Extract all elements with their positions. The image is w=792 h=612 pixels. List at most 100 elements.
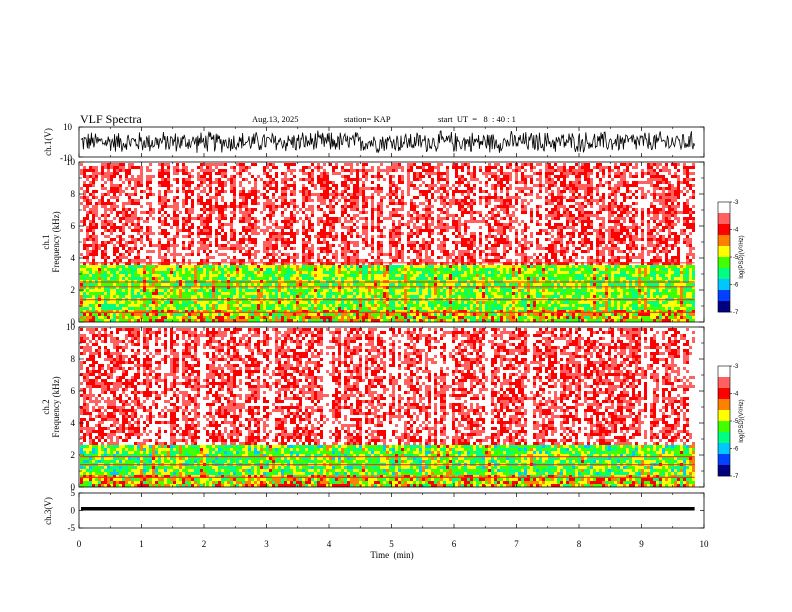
psd-cell	[89, 211, 92, 214]
psd-cell	[137, 211, 140, 214]
psd-cell	[287, 292, 290, 295]
psd-cell	[224, 268, 227, 271]
psd-cell	[134, 310, 137, 313]
psd-cell	[311, 295, 314, 298]
psd-cell	[254, 256, 257, 259]
psd-cell	[131, 250, 134, 253]
psd-cell	[92, 169, 95, 172]
psd-cell	[299, 211, 302, 214]
psd-cell	[209, 274, 212, 277]
psd-cell	[266, 250, 269, 253]
psd-cell	[131, 193, 134, 196]
psd-cell	[113, 271, 116, 274]
psd-cell	[281, 193, 284, 196]
psd-cell	[278, 235, 281, 238]
psd-cell	[239, 202, 242, 205]
psd-cell	[308, 244, 311, 247]
psd-cell	[149, 184, 152, 187]
psd-cell	[311, 274, 314, 277]
psd-cell	[167, 226, 170, 229]
psd-cell	[326, 169, 329, 172]
psd-cell	[191, 256, 194, 259]
psd-cell	[266, 229, 269, 232]
psd-cell	[242, 187, 245, 190]
psd-cell	[284, 229, 287, 232]
psd-cell	[275, 277, 278, 280]
psd-cell	[281, 232, 284, 235]
psd-cell	[170, 283, 173, 286]
psd-cell	[131, 316, 134, 319]
psd-cell	[242, 169, 245, 172]
psd-cell	[287, 304, 290, 307]
psd-cell	[257, 223, 260, 226]
psd-cell	[245, 193, 248, 196]
psd-cell	[311, 217, 314, 220]
psd-cell	[212, 172, 215, 175]
psd-cell	[296, 163, 299, 166]
psd-cell	[209, 268, 212, 271]
psd-cell	[125, 193, 128, 196]
psd-cell	[101, 184, 104, 187]
psd-cell	[338, 292, 341, 295]
psd-cell	[101, 166, 104, 169]
psd-cell	[173, 196, 176, 199]
psd-cell	[92, 199, 95, 202]
psd-cell	[86, 169, 89, 172]
psd-cell	[296, 253, 299, 256]
psd-cell	[329, 262, 332, 265]
psd-cell	[122, 241, 125, 244]
psd-cell	[83, 283, 86, 286]
psd-cell	[206, 271, 209, 274]
psd-cell	[260, 208, 263, 211]
psd-cell	[239, 250, 242, 253]
psd-cell	[107, 196, 110, 199]
psd-cell	[128, 247, 131, 250]
psd-cell	[233, 274, 236, 277]
psd-cell	[287, 193, 290, 196]
psd-cell	[317, 205, 320, 208]
psd-cell	[158, 292, 161, 295]
psd-cell	[128, 313, 131, 316]
psd-cell	[239, 277, 242, 280]
psd-cell	[353, 304, 356, 307]
psd-cell	[107, 163, 110, 166]
psd-cell	[206, 238, 209, 241]
psd-cell	[281, 175, 284, 178]
psd-cell	[320, 292, 323, 295]
psd-cell	[101, 175, 104, 178]
psd-cell	[179, 250, 182, 253]
psd-cell	[212, 259, 215, 262]
psd-cell	[317, 286, 320, 289]
psd-cell	[86, 193, 89, 196]
psd-cell	[176, 208, 179, 211]
psd-cell	[254, 292, 257, 295]
psd-cell	[98, 301, 101, 304]
psd-cell	[152, 178, 155, 181]
psd-cell	[284, 304, 287, 307]
psd-cell	[86, 226, 89, 229]
psd-cell	[299, 169, 302, 172]
psd-cell	[263, 202, 266, 205]
psd-cell	[104, 244, 107, 247]
psd-cell	[272, 244, 275, 247]
psd-cell	[272, 187, 275, 190]
psd-cell	[200, 319, 203, 322]
psd-cell	[350, 253, 353, 256]
psd-cell	[239, 289, 242, 292]
psd-cell	[182, 262, 185, 265]
psd-cell	[221, 187, 224, 190]
psd-cell	[125, 226, 128, 229]
psd-cell	[92, 310, 95, 313]
psd-cell	[194, 274, 197, 277]
psd-cell	[248, 262, 251, 265]
psd-cell	[212, 184, 215, 187]
psd-cell	[110, 166, 113, 169]
psd-cell	[116, 235, 119, 238]
psd-cell	[224, 223, 227, 226]
psd-cell	[275, 175, 278, 178]
psd-cell	[143, 184, 146, 187]
psd-cell	[155, 238, 158, 241]
psd-cell	[80, 172, 83, 175]
psd-cell	[200, 220, 203, 223]
psd-cell	[194, 211, 197, 214]
